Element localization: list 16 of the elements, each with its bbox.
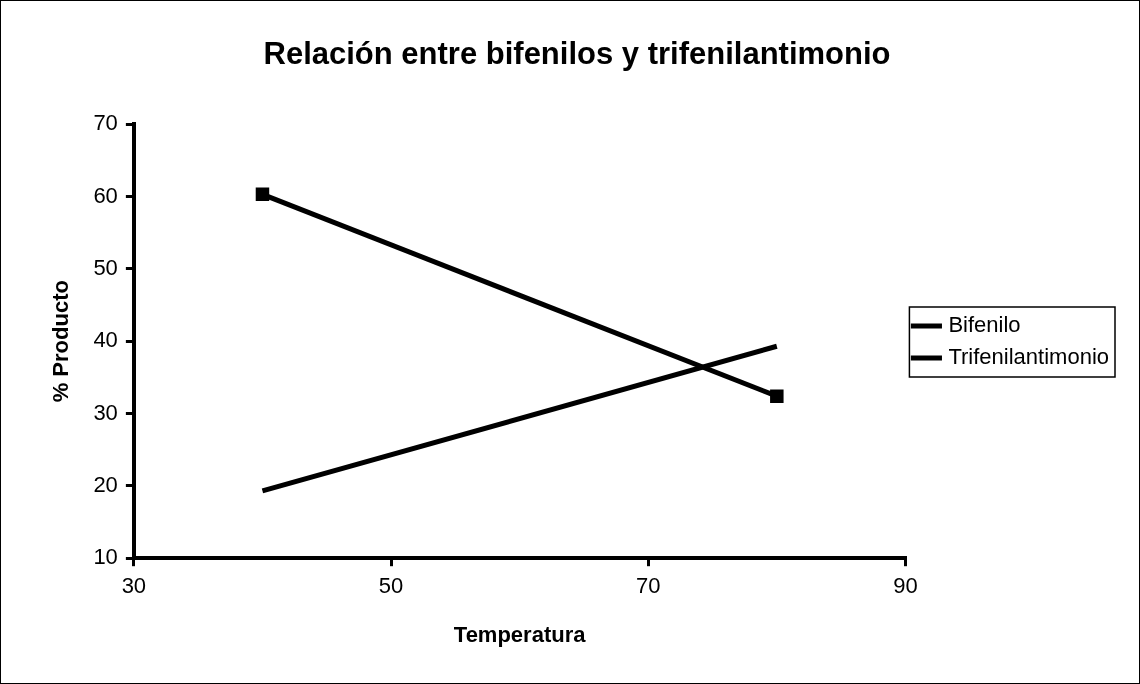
chart-title: Relación entre bifenilos y trifenilantimonio: [263, 36, 891, 72]
y-axis-title: % Producto: [48, 280, 74, 403]
y-tick-label: 60: [93, 182, 118, 208]
y-tick-label: 40: [93, 327, 118, 353]
legend-label: Bifenilo: [948, 312, 1021, 338]
y-tick-label: 20: [93, 471, 118, 497]
y-tick-label: 10: [93, 544, 118, 570]
x-tick-label: 50: [378, 573, 404, 599]
legend-label: Trifenilantimonio: [948, 344, 1110, 370]
y-tick-label: 30: [93, 399, 118, 425]
y-tick-label: 50: [93, 254, 118, 280]
x-tick-label: 70: [635, 573, 661, 599]
x-tick-label: 30: [121, 573, 147, 599]
x-tick-label: 90: [893, 573, 918, 599]
x-axis-title: Temperatura: [453, 621, 587, 647]
y-tick-label: 70: [93, 110, 118, 136]
